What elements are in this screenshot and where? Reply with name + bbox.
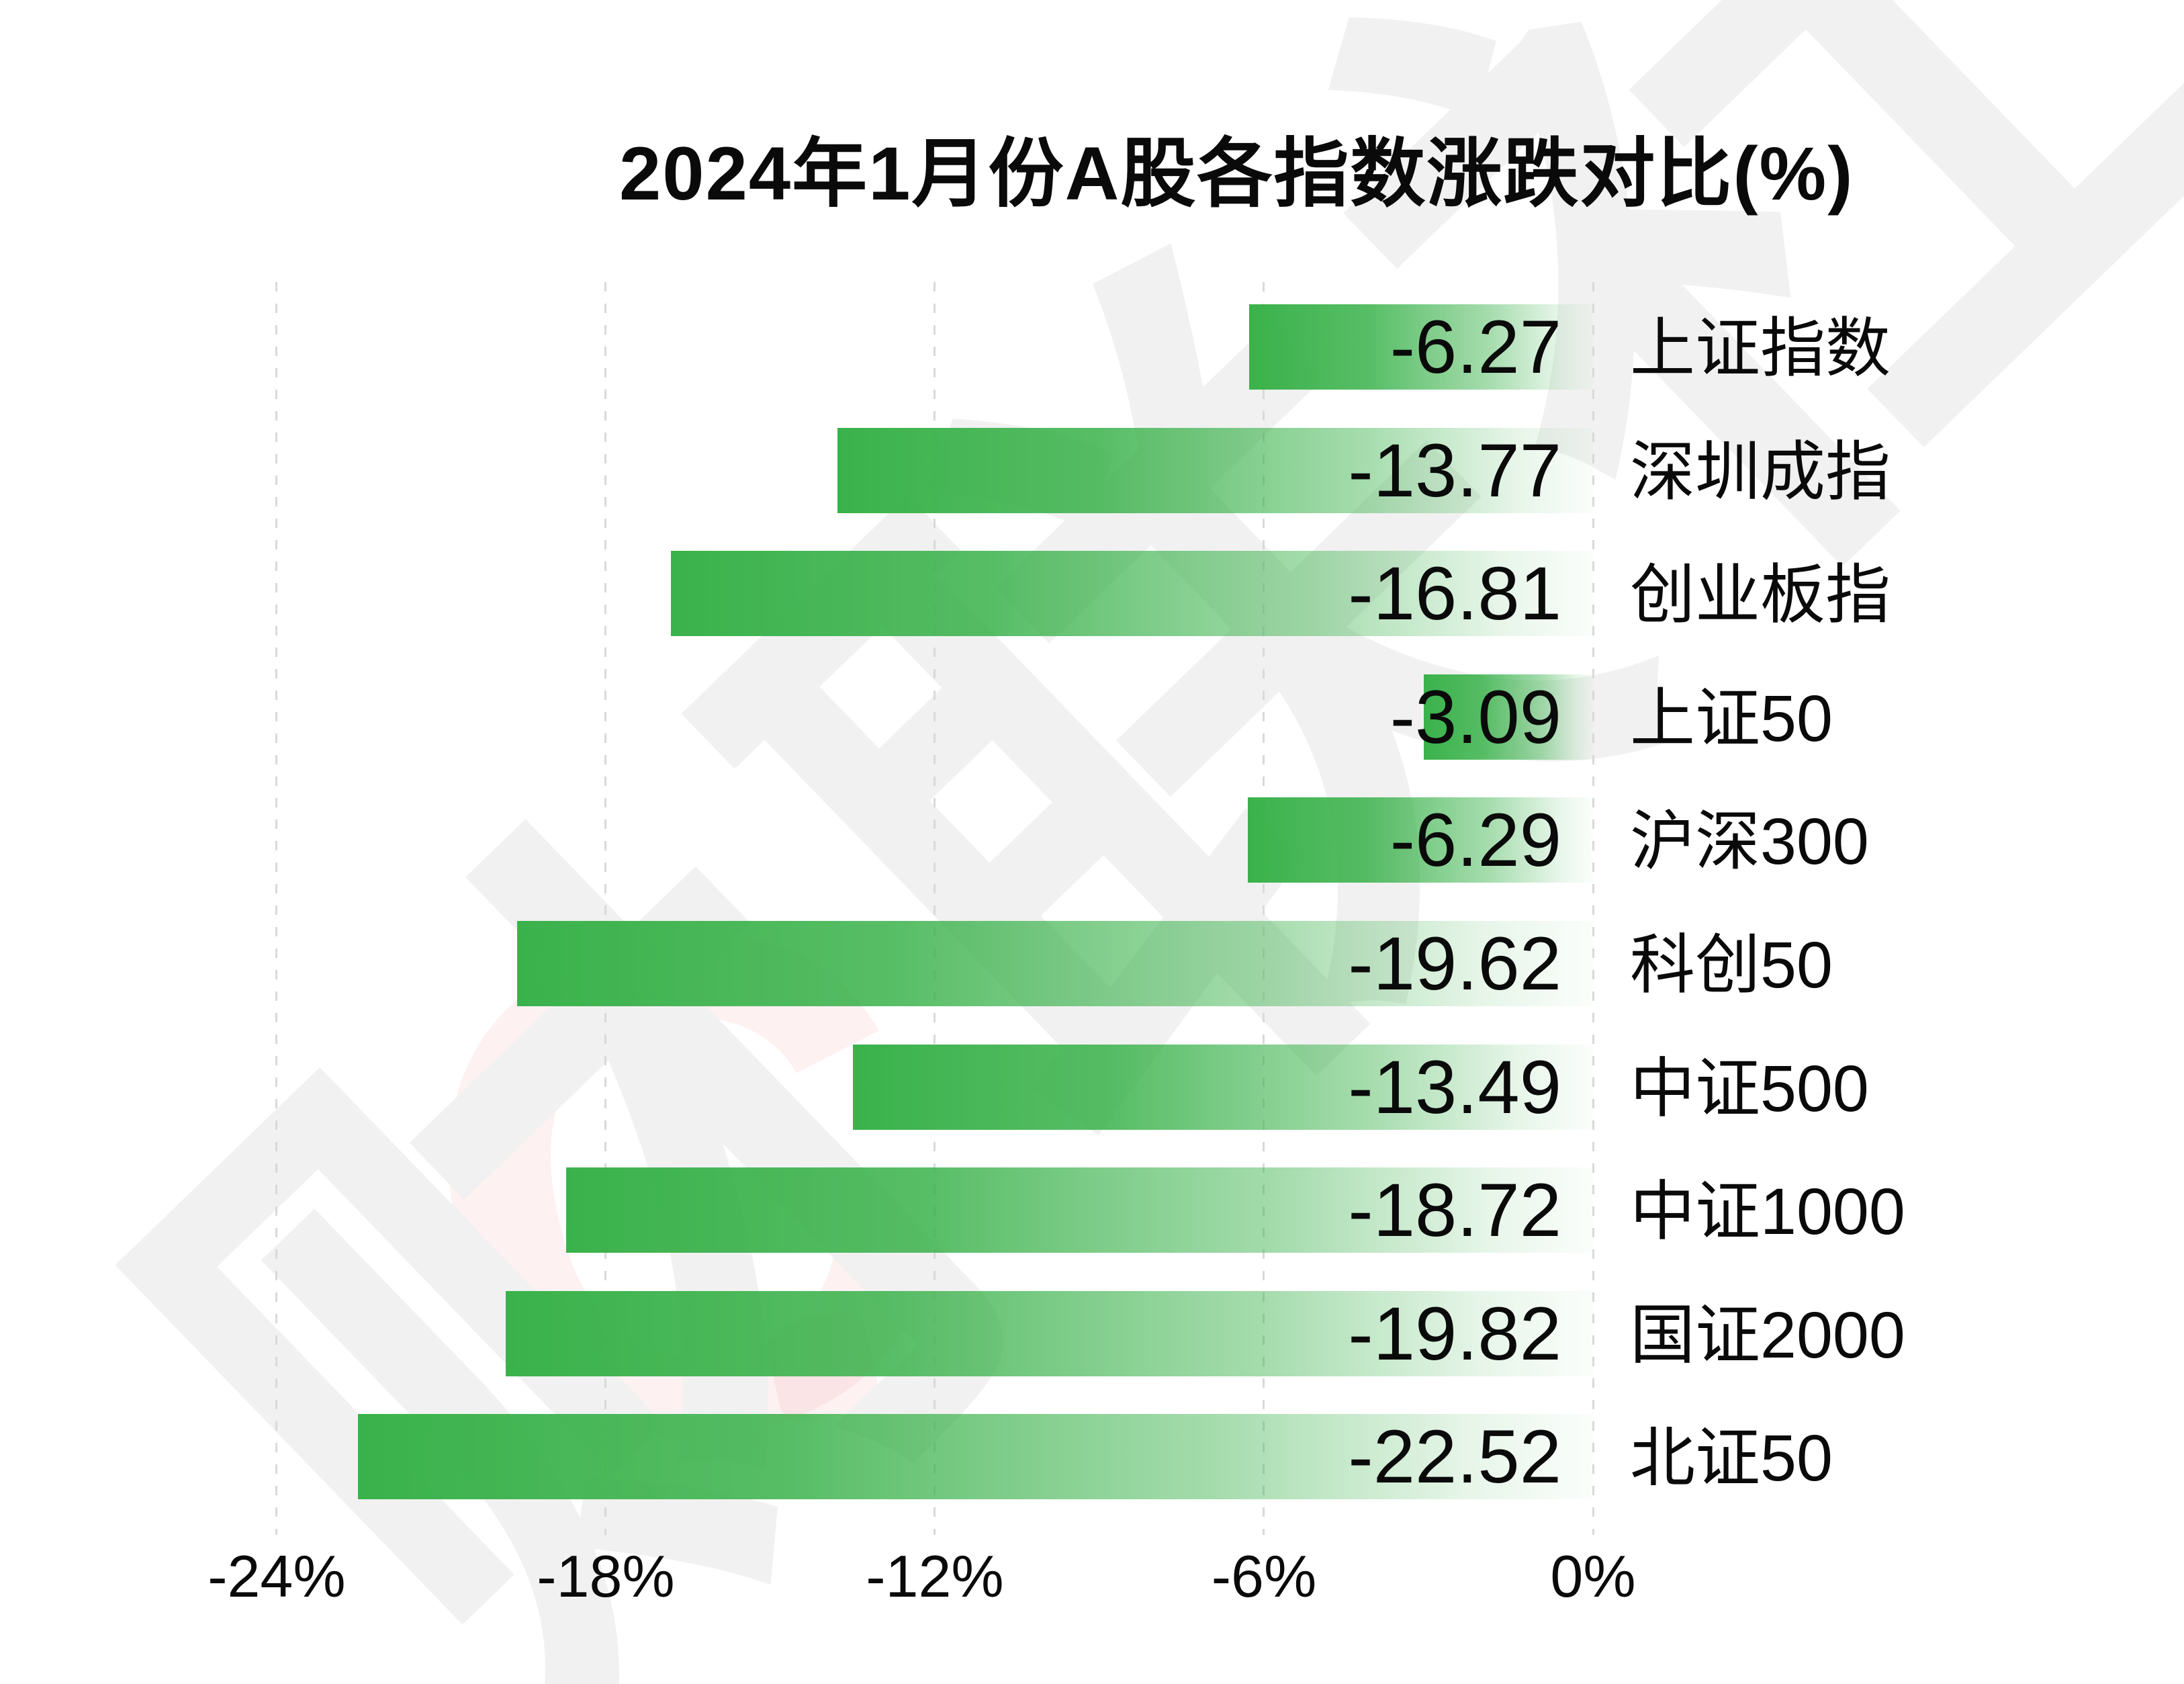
category-label-沪深300: 沪深300	[1630, 805, 1869, 879]
x-axis-tick-label: 0%	[1550, 1543, 1636, 1609]
bar-北证50	[357, 1414, 1593, 1500]
category-label-上证指数: 上证指数	[1630, 312, 1891, 385]
gridline	[1592, 282, 1594, 1535]
category-label-国证2000: 国证2000	[1630, 1298, 1905, 1372]
category-label-北证50: 北证50	[1630, 1421, 1833, 1495]
gridline	[1263, 282, 1265, 1535]
bar-上证50	[1423, 674, 1593, 760]
bar-value-label: -16.81	[1348, 551, 1561, 636]
bar-深圳成指	[837, 427, 1593, 513]
x-axis-tick-label: -18%	[537, 1543, 675, 1609]
bar-value-label: -19.82	[1348, 1291, 1561, 1376]
bar-上证指数	[1248, 304, 1593, 390]
bar-中证1000	[566, 1167, 1593, 1253]
bar-创业板指	[671, 551, 1593, 637]
category-label-中证500: 中证500	[1630, 1051, 1869, 1125]
bar-value-label: -3.09	[1390, 674, 1561, 759]
bar-value-label: -19.62	[1348, 922, 1561, 1006]
bar-沪深300	[1248, 797, 1593, 883]
category-label-中证1000: 中证1000	[1630, 1175, 1905, 1249]
bar-科创50	[516, 921, 1593, 1006]
x-axis-tick-label: -12%	[866, 1543, 1004, 1609]
bar-value-label: -6.29	[1390, 798, 1561, 883]
bar-value-label: -13.49	[1348, 1045, 1561, 1129]
category-label-科创50: 科创50	[1630, 928, 1833, 1002]
chart-title: 2024年1月份A股各指数涨跌对比(%)	[619, 132, 1854, 216]
bar-value-label: -22.52	[1348, 1415, 1561, 1499]
gridline	[275, 282, 278, 1535]
x-axis-tick-label: -6%	[1211, 1543, 1317, 1609]
category-label-深圳成指: 深圳成指	[1630, 435, 1891, 508]
gridline	[934, 282, 936, 1535]
bar-中证500	[853, 1044, 1593, 1130]
category-label-上证50: 上证50	[1630, 681, 1833, 755]
bar-value-label: -18.72	[1348, 1168, 1561, 1253]
x-axis-tick-label: -24%	[208, 1543, 346, 1609]
bar-value-label: -6.27	[1390, 305, 1561, 389]
category-label-创业板指: 创业板指	[1630, 558, 1891, 632]
bar-国证2000	[506, 1290, 1593, 1376]
bar-value-label: -13.77	[1348, 428, 1561, 513]
gridline	[604, 282, 607, 1535]
